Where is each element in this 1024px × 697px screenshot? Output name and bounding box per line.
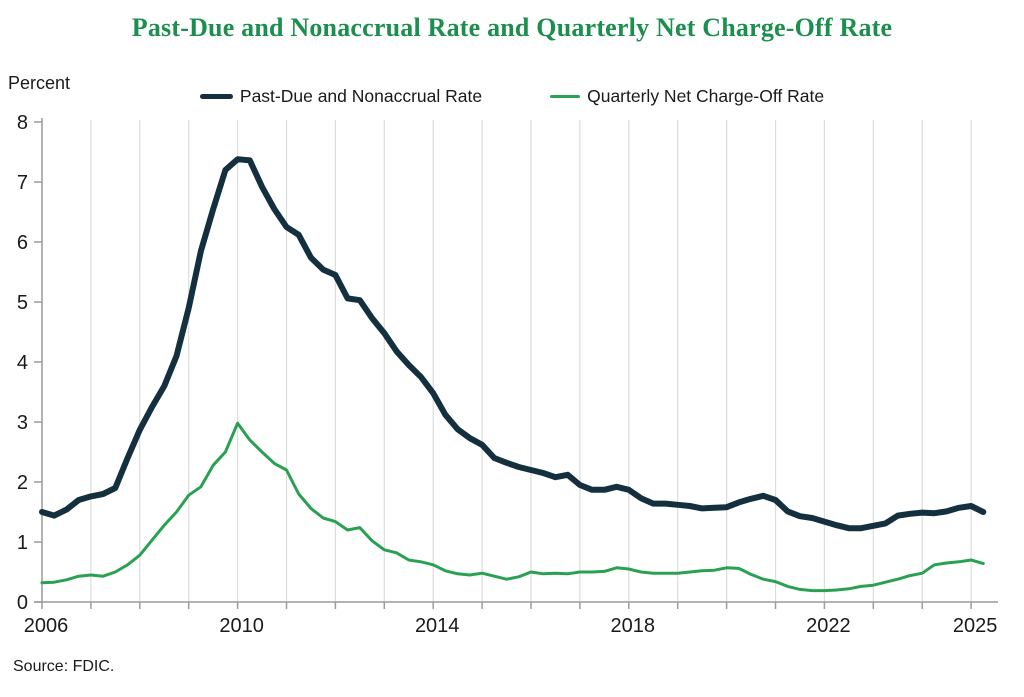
- legend-label-charge-off: Quarterly Net Charge-Off Rate: [587, 86, 825, 106]
- svg-text:2006: 2006: [24, 615, 69, 637]
- svg-text:1: 1: [17, 532, 28, 554]
- x-axis-ticks: 2006 2010 2014 2018 2022 2025: [24, 602, 998, 637]
- svg-text:2018: 2018: [611, 615, 656, 637]
- legend-item-past-due: Past-Due and Nonaccrual Rate: [199, 86, 483, 107]
- svg-text:3: 3: [17, 412, 28, 434]
- svg-text:4: 4: [17, 352, 28, 374]
- svg-text:6: 6: [17, 232, 28, 254]
- gridlines: [41, 120, 972, 602]
- source-note: Source: FDIC.: [13, 658, 115, 675]
- svg-text:2022: 2022: [806, 615, 851, 637]
- legend-item-charge-off: Quarterly Net Charge-Off Rate: [550, 86, 824, 107]
- axes: [34, 118, 998, 603]
- y-axis-unit-label: Percent: [8, 73, 71, 93]
- svg-text:2025: 2025: [953, 615, 998, 637]
- past-due-line-swatch-icon: [199, 94, 233, 99]
- svg-text:5: 5: [17, 292, 28, 314]
- legend-label-past-due: Past-Due and Nonaccrual Rate: [239, 86, 483, 106]
- svg-text:2: 2: [17, 472, 28, 494]
- chart-legend: Past-Due and Nonaccrual Rate Quarterly N…: [0, 86, 1024, 107]
- y-axis-ticks: 0 1 2 3 4 5 6 7 8: [17, 112, 42, 614]
- series-line-0: [39, 156, 987, 532]
- svg-text:0: 0: [17, 592, 28, 614]
- svg-text:8: 8: [17, 112, 28, 134]
- svg-text:7: 7: [17, 172, 28, 194]
- svg-text:2010: 2010: [219, 615, 264, 637]
- series-line-1: [40, 421, 985, 593]
- charge-off-line-swatch-icon: [550, 95, 581, 98]
- svg-text:2014: 2014: [415, 615, 460, 637]
- chart-title: Past-Due and Nonaccrual Rate and Quarter…: [131, 13, 893, 42]
